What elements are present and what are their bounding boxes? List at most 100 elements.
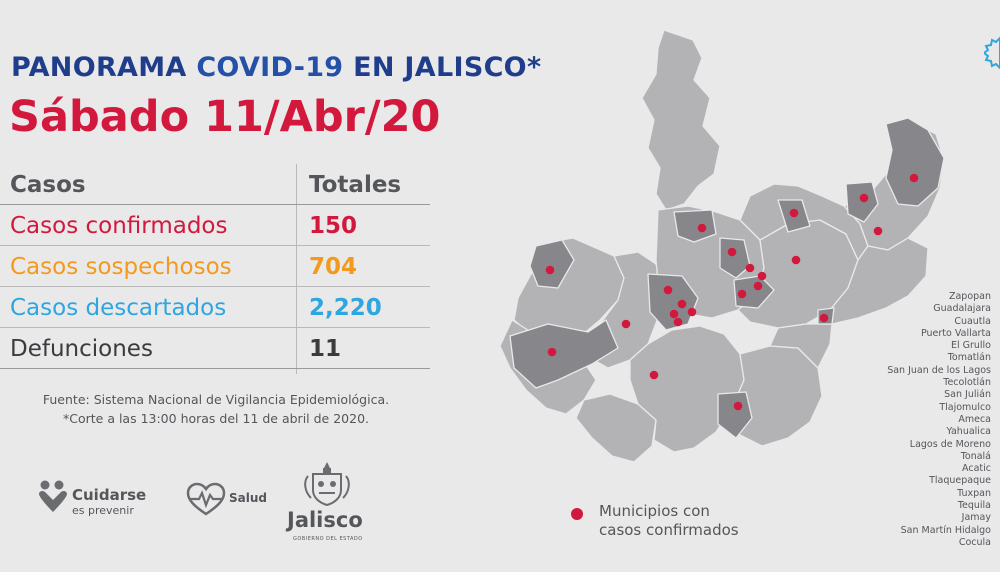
map-region-highlight — [717, 391, 753, 439]
row-label: Defunciones — [10, 336, 153, 362]
logo-salud: Salud — [186, 482, 276, 518]
table-column-divider — [296, 164, 297, 374]
red-dot-icon — [697, 223, 707, 233]
map-region — [629, 325, 745, 453]
red-dot-icon — [789, 208, 799, 218]
header-casos: Casos — [10, 172, 86, 198]
red-dot-icon — [733, 401, 743, 411]
list-item: Tlaquepaque — [929, 475, 991, 487]
heartbeat-icon — [186, 482, 226, 516]
title-part-jalisco: EN JALISCO* — [353, 52, 542, 83]
list-item: Tuxpan — [957, 487, 991, 499]
map-region-highlight — [647, 273, 699, 331]
red-dot-icon — [859, 193, 869, 203]
jalisco-map — [499, 29, 945, 463]
list-item: Yahualica — [946, 426, 991, 438]
cases-table: Casos Totales Casos confirmados 150 Caso… — [0, 164, 430, 374]
red-dot-icon — [673, 317, 683, 327]
legend-line: Municipios con — [599, 502, 710, 520]
logo-cuidarse: Cuidarse es prevenir — [36, 478, 176, 522]
source-line: Fuente: Sistema Nacional de Vigilancia E… — [42, 392, 390, 407]
legend-text: Municipios con casos confirmados — [599, 502, 739, 540]
logo-jalisco: Jalisco GOBIERNO DEL ESTADO — [283, 458, 373, 548]
map-region-highlight — [733, 275, 775, 309]
list-item: Cocula — [958, 536, 991, 548]
salud-text: Salud — [229, 491, 267, 505]
row-label: Casos sospechosos — [10, 254, 232, 280]
list-item: Tequila — [957, 500, 991, 512]
list-item: Zapopan — [948, 291, 991, 302]
red-dot-icon — [757, 271, 767, 281]
list-item: Tomatlán — [947, 352, 991, 364]
red-dot-icon — [669, 309, 679, 319]
red-dot-icon — [819, 313, 829, 323]
red-dot-icon — [791, 255, 801, 265]
table-row-suspected: Casos sospechosos 704 — [0, 246, 430, 287]
list-item: Tlajomulco — [939, 401, 991, 413]
red-dot-icon — [745, 263, 755, 273]
map-region — [769, 323, 833, 369]
badge-icon — [984, 36, 1000, 70]
table-row-deaths: Defunciones 11 — [0, 328, 430, 369]
table-row-discarded: Casos descartados 2,220 — [0, 287, 430, 328]
red-dot-icon — [547, 347, 557, 357]
row-value: 150 — [309, 213, 358, 239]
header-totales: Totales — [309, 172, 402, 198]
map-region-highlight — [509, 319, 619, 389]
map-region-highlight — [719, 237, 751, 279]
red-dot-icon — [873, 226, 883, 236]
red-dot-icon — [571, 508, 583, 520]
red-dot-icon — [737, 289, 747, 299]
jalisco-text: Jalisco — [287, 508, 363, 532]
red-dot-icon — [727, 247, 737, 257]
row-value: 2,220 — [309, 295, 382, 321]
red-dot-icon — [909, 173, 919, 183]
list-item: San Juan de los Lagos — [887, 364, 991, 376]
list-item: Puerto Vallarta — [920, 327, 991, 339]
municipality-list: Zapopan Guadalajara Cuautla Puerto Valla… — [851, 291, 991, 549]
map-region — [829, 237, 929, 325]
red-dot-icon — [677, 299, 687, 309]
red-dot-icon — [663, 285, 673, 295]
map-region — [575, 393, 657, 463]
cuidarse-text: Cuidarse — [72, 486, 147, 504]
list-item: San Martín Hidalgo — [900, 524, 991, 536]
red-dot-icon — [687, 307, 697, 317]
cuidarse-subtext: es prevenir — [72, 504, 134, 517]
legend-line: casos confirmados — [599, 521, 739, 539]
list-item: San Julián — [944, 389, 991, 401]
heart-people-icon — [39, 480, 67, 512]
cutoff-line: *Corte a las 13:00 horas del 11 de abril… — [62, 411, 370, 426]
red-dot-icon — [621, 319, 631, 329]
row-value: 11 — [309, 336, 342, 362]
list-item: Cuautla — [954, 315, 991, 327]
list-item: Acatic — [962, 463, 991, 475]
row-label: Casos confirmados — [10, 213, 228, 239]
list-item: Lagos de Moreno — [909, 438, 991, 450]
list-item: Jamay — [961, 512, 991, 524]
case-markers — [545, 173, 919, 411]
date-heading: Sábado 11/Abr/20 — [9, 92, 441, 142]
red-dot-icon — [545, 265, 555, 275]
list-item: Ameca — [958, 413, 991, 425]
map-region-highlight — [529, 239, 575, 289]
row-label: Casos descartados — [10, 295, 227, 321]
list-item: Guadalajara — [933, 303, 991, 315]
map-region-highlight — [885, 117, 945, 207]
title-part-panorama: PANORAMA — [11, 52, 197, 83]
title-part-covid: COVID-19 — [196, 52, 354, 83]
map-region-highlight — [845, 181, 879, 223]
red-dot-icon — [649, 370, 659, 380]
source-note: Fuente: Sistema Nacional de Vigilancia E… — [0, 390, 432, 428]
red-dot-icon — [753, 281, 763, 291]
coat-of-arms-icon — [304, 462, 350, 507]
page-title: PANORAMA COVID-19 EN JALISCO* — [11, 52, 541, 83]
map-region-highlight — [673, 209, 717, 243]
table-row-confirmed: Casos confirmados 150 — [0, 205, 430, 246]
list-item: El Grullo — [950, 340, 991, 352]
map-region — [641, 29, 721, 211]
list-item: Tecolotlán — [943, 377, 991, 389]
jalisco-subtext: GOBIERNO DEL ESTADO — [293, 536, 363, 542]
row-value: 704 — [309, 254, 358, 280]
list-item: Tonalá — [960, 450, 991, 462]
